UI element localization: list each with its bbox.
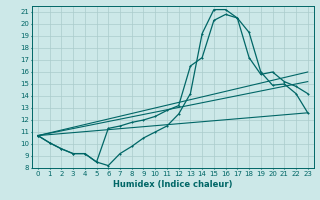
X-axis label: Humidex (Indice chaleur): Humidex (Indice chaleur) <box>113 180 233 189</box>
